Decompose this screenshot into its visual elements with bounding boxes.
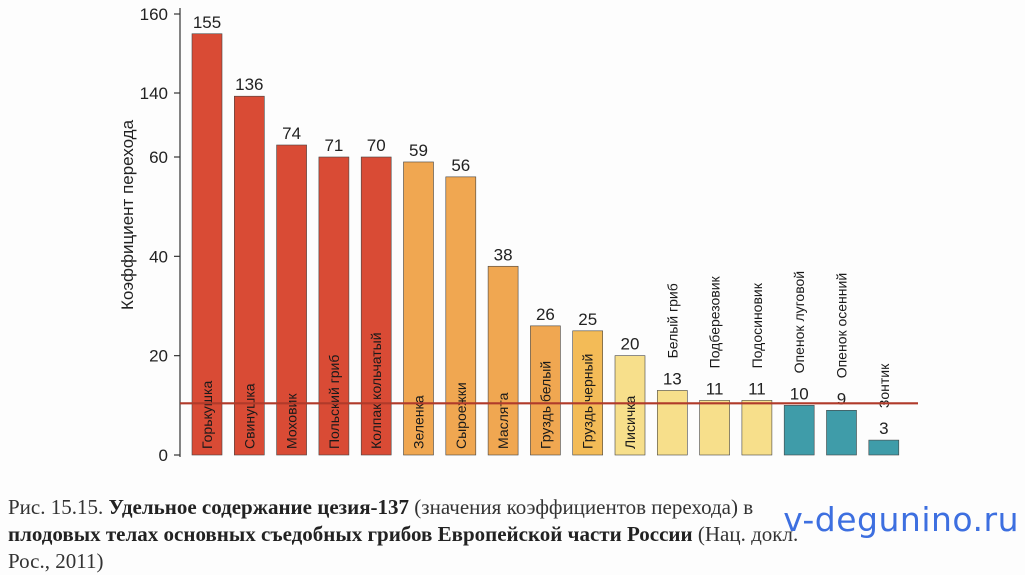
bar (360, 156, 392, 456)
category-label: Сыроежки (453, 382, 469, 449)
bar-value-label: 74 (282, 124, 301, 143)
caption-rest: (значения коэффициентов перехода) в (409, 495, 754, 519)
bar (826, 409, 857, 456)
category-label: Опенок осенний (834, 273, 850, 378)
category-label: Груздь белый (537, 361, 553, 449)
y-axis-label: Коэффициент перехода (118, 119, 137, 311)
category-label: Подосиновик (749, 282, 765, 368)
bar-value-label: 155 (193, 13, 221, 32)
bar-value-label: 20 (621, 335, 640, 354)
caption-line2-bold: плодовых телах основных съедобных грибов… (8, 522, 693, 546)
caption-bold: Удельное содержание цезия-137 (108, 495, 410, 519)
category-label: Груздь черный (580, 354, 596, 449)
y-tick-label: 20 (149, 347, 168, 366)
caption-line3: Рос., 2011) (8, 549, 104, 573)
category-label: Колпак кольчатый (368, 332, 384, 449)
figure-caption: Рис. 15.15. Удельное содержание цезия-13… (8, 494, 1018, 575)
bar (403, 161, 434, 456)
category-label: Маслята (495, 392, 511, 449)
bar (868, 439, 900, 456)
bar (234, 95, 265, 456)
bar (445, 176, 477, 456)
bar-value-label: 59 (409, 141, 428, 160)
bar (741, 400, 773, 456)
bar-value-label: 25 (578, 310, 597, 329)
caption-prefix: Рис. 15.15. (8, 495, 109, 519)
category-label: Опенок луговой (791, 271, 807, 373)
bar (572, 330, 604, 456)
category-label: Зеленка (411, 395, 427, 449)
bar (614, 355, 646, 456)
bar (487, 265, 519, 456)
category-label: Горькушка (199, 381, 215, 449)
bar (530, 325, 561, 456)
category-label: Подберезовик (707, 275, 723, 368)
bar-value-label: 71 (324, 136, 343, 155)
caption-line2-rest: (Нац. докл. (692, 522, 799, 546)
y-tick-label: 140 (140, 84, 168, 103)
bar-value-label: 3 (879, 419, 888, 438)
bar (656, 390, 688, 456)
y-tick-label: 40 (149, 247, 168, 266)
bar-value-label: 9 (837, 389, 846, 408)
bar (191, 33, 223, 456)
bar-value-label: 13 (663, 369, 682, 388)
bar-value-label: 10 (790, 384, 809, 403)
bar-value-label: 70 (367, 136, 386, 155)
category-label: Белый гриб (664, 283, 680, 358)
y-tick-label: 60 (149, 148, 168, 167)
y-tick-label: 0 (159, 446, 168, 465)
bar-value-label: 56 (451, 156, 470, 175)
bar-value-label: 11 (748, 379, 766, 398)
category-label: Свинушка (241, 383, 257, 449)
bar-value-label: 11 (706, 379, 724, 398)
category-label: Лисичка (622, 395, 638, 449)
category-label: Польский гриб (326, 355, 342, 449)
bar-value-label: 38 (494, 245, 513, 264)
bar-value-label: 136 (235, 75, 263, 94)
category-label: Зонтик (876, 363, 892, 408)
bar (318, 156, 350, 456)
bar (699, 400, 730, 456)
watermark-text: v-degunino.ru (783, 500, 1019, 539)
category-label: Моховик (284, 393, 300, 449)
bar (783, 405, 815, 456)
y-tick-label: 160 (140, 5, 168, 24)
bar-value-label: 26 (536, 305, 555, 324)
